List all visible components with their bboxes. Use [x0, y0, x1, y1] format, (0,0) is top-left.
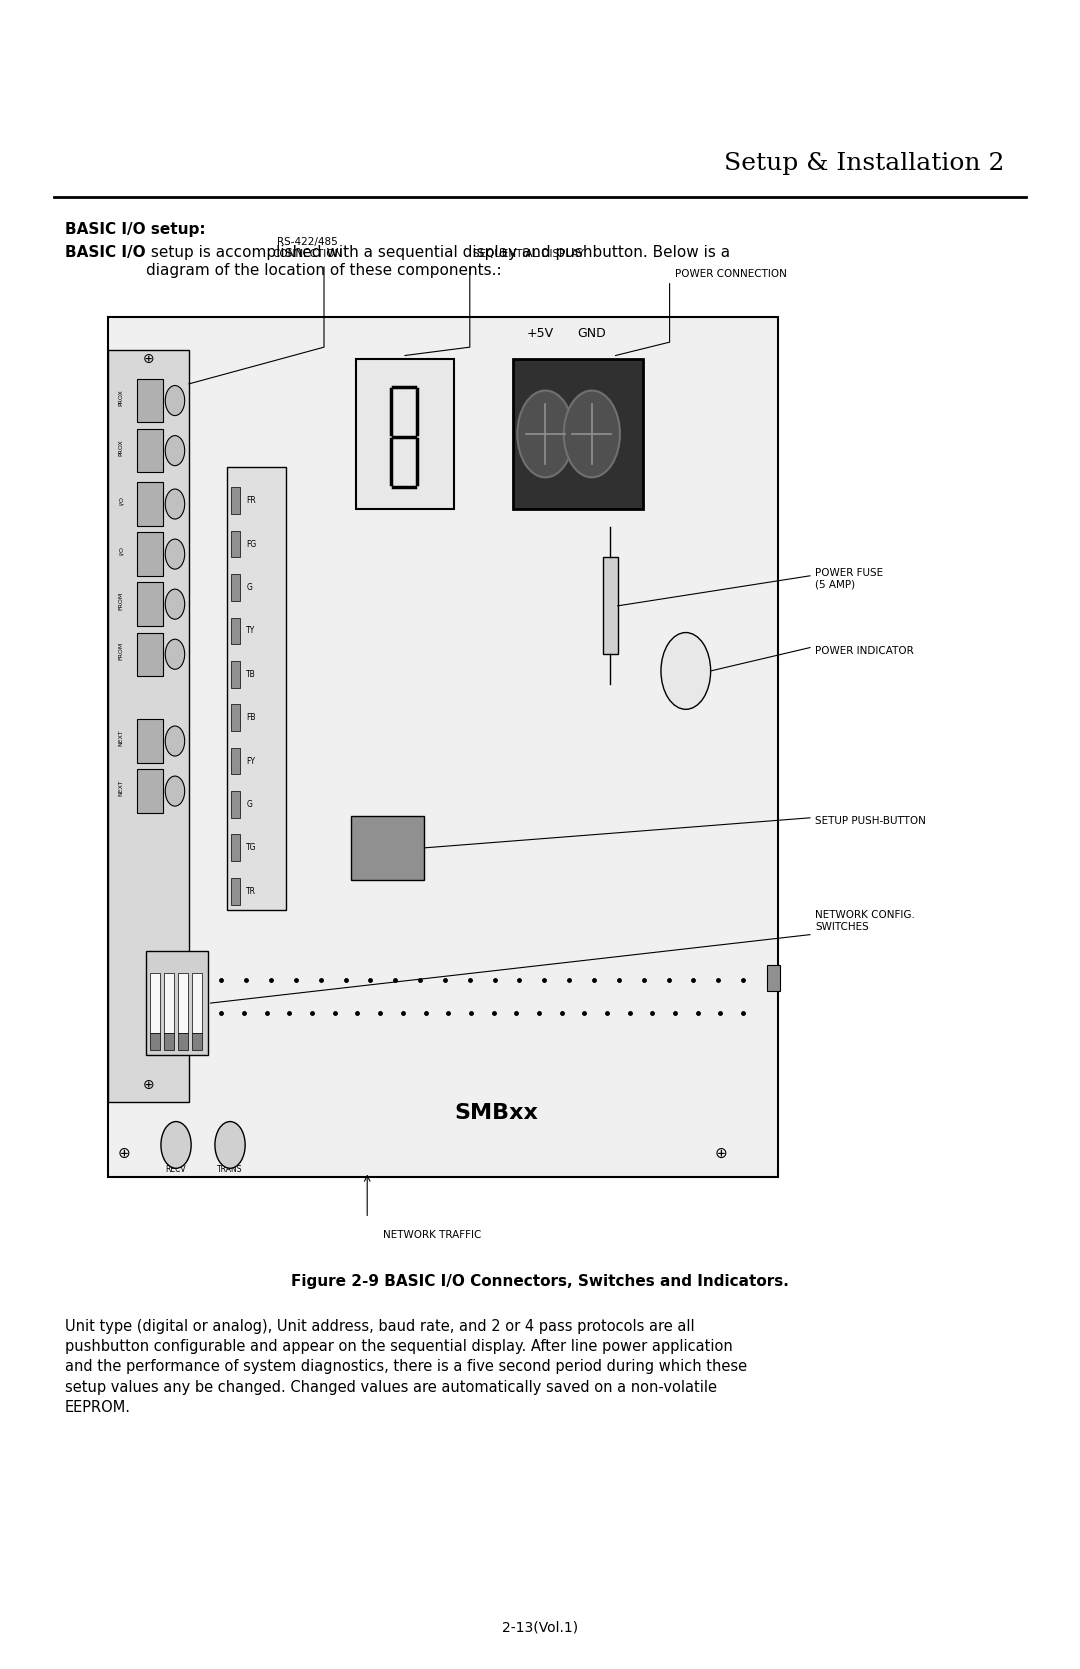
Bar — [356, 359, 454, 509]
Bar — [231, 661, 240, 688]
Bar — [150, 973, 160, 1033]
Text: FROM: FROM — [119, 592, 123, 609]
Bar — [231, 487, 240, 514]
Text: setup is accomplished with a sequential display and pushbutton. Below is a
diagr: setup is accomplished with a sequential … — [146, 245, 730, 277]
Text: TY: TY — [246, 626, 256, 636]
Bar — [231, 574, 240, 601]
Text: I/O: I/O — [119, 546, 123, 556]
Text: G: G — [246, 582, 252, 592]
Bar — [231, 834, 240, 861]
Text: TB: TB — [246, 669, 256, 679]
Circle shape — [661, 633, 711, 709]
Text: SETUP PUSH-BUTTON: SETUP PUSH-BUTTON — [815, 816, 927, 826]
Text: +5V: +5V — [526, 327, 554, 340]
Bar — [231, 704, 240, 731]
Text: FG: FG — [246, 539, 256, 549]
Bar — [108, 350, 189, 1102]
Bar — [603, 557, 618, 654]
Bar — [192, 973, 202, 1033]
Text: POWER INDICATOR: POWER INDICATOR — [815, 646, 914, 656]
Text: G: G — [246, 799, 252, 809]
Circle shape — [165, 589, 185, 619]
Text: ⊕: ⊕ — [118, 1147, 131, 1160]
Text: NETWORK TRAFFIC: NETWORK TRAFFIC — [383, 1230, 482, 1240]
Text: Figure 2-9 BASIC I/O Connectors, Switches and Indicators.: Figure 2-9 BASIC I/O Connectors, Switche… — [292, 1275, 788, 1288]
Text: POWER CONNECTION: POWER CONNECTION — [675, 269, 787, 279]
Bar — [150, 1033, 160, 1050]
Circle shape — [517, 391, 573, 477]
Bar — [137, 482, 163, 526]
Text: SEQUENTIAL DISPLAY: SEQUENTIAL DISPLAY — [473, 249, 584, 259]
Circle shape — [165, 539, 185, 569]
Text: ⊕: ⊕ — [144, 1078, 154, 1092]
Text: 2-13(Vol.1): 2-13(Vol.1) — [502, 1621, 578, 1634]
Text: RS-422/485
CONNECTION: RS-422/485 CONNECTION — [272, 237, 343, 259]
Bar — [227, 467, 286, 910]
Text: I/O: I/O — [119, 496, 123, 506]
Text: RECV: RECV — [165, 1165, 187, 1173]
Circle shape — [165, 489, 185, 519]
Text: BASIC I/O: BASIC I/O — [65, 245, 146, 260]
Text: TR: TR — [246, 886, 256, 896]
Bar — [351, 816, 424, 880]
Circle shape — [165, 776, 185, 806]
Text: Unit type (digital or analog), Unit address, baud rate, and 2 or 4 pass protocol: Unit type (digital or analog), Unit addr… — [65, 1319, 747, 1415]
Bar — [137, 532, 163, 576]
Text: NETWORK CONFIG.
SWITCHES: NETWORK CONFIG. SWITCHES — [815, 911, 915, 931]
Bar — [137, 719, 163, 763]
Bar — [137, 769, 163, 813]
Bar — [231, 791, 240, 818]
Bar — [231, 618, 240, 644]
Text: SMBxx: SMBxx — [455, 1103, 539, 1123]
Text: ⊕: ⊕ — [715, 1147, 728, 1160]
Text: PROX: PROX — [119, 389, 123, 406]
Bar — [178, 1033, 188, 1050]
Text: FROM: FROM — [119, 643, 123, 659]
Circle shape — [165, 726, 185, 756]
Bar — [137, 633, 163, 676]
Bar — [137, 379, 163, 422]
Bar — [513, 359, 643, 509]
Bar — [137, 429, 163, 472]
Text: TG: TG — [246, 843, 257, 853]
Bar — [767, 965, 780, 991]
Text: GND: GND — [578, 327, 606, 340]
Text: NEXT: NEXT — [119, 729, 123, 746]
Circle shape — [564, 391, 620, 477]
Circle shape — [165, 639, 185, 669]
Bar — [231, 531, 240, 557]
Bar — [231, 748, 240, 774]
Bar — [164, 973, 174, 1033]
Text: FB: FB — [246, 713, 256, 723]
Bar — [108, 317, 778, 1177]
Bar — [146, 951, 208, 1055]
Circle shape — [215, 1122, 245, 1168]
Circle shape — [165, 386, 185, 416]
Text: NEXT: NEXT — [119, 779, 123, 796]
Text: POWER FUSE
(5 AMP): POWER FUSE (5 AMP) — [815, 569, 883, 589]
Text: BASIC I/O setup:: BASIC I/O setup: — [65, 222, 205, 237]
Text: Setup & Installation 2: Setup & Installation 2 — [724, 152, 1004, 175]
Text: PROX: PROX — [119, 439, 123, 456]
Text: TRANS: TRANS — [217, 1165, 243, 1173]
Bar — [164, 1033, 174, 1050]
Bar — [137, 582, 163, 626]
Circle shape — [161, 1122, 191, 1168]
Text: FY: FY — [246, 756, 255, 766]
Circle shape — [165, 436, 185, 466]
Text: ⊕: ⊕ — [144, 352, 154, 366]
Text: FR: FR — [246, 496, 256, 506]
Bar — [178, 973, 188, 1033]
Bar — [231, 878, 240, 905]
Bar — [192, 1033, 202, 1050]
